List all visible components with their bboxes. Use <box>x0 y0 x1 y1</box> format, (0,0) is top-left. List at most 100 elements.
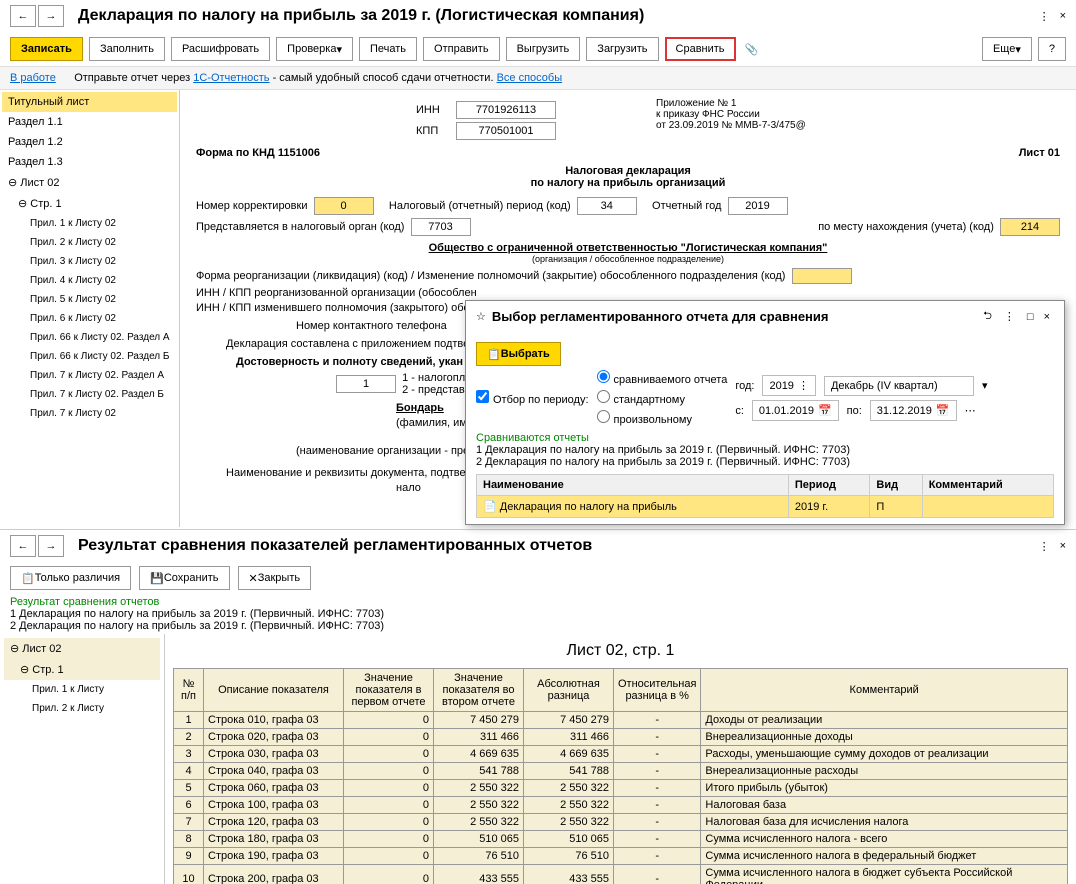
bottom-sidebar: ⊖ Лист 02 ⊖ Стр. 1 Прил. 1 к Листу Прил.… <box>0 634 165 884</box>
popup-select-button[interactable]: 📋 Выбрать <box>476 342 561 366</box>
result-row[interactable]: 10Строка 200, графа 030433 555433 555-Су… <box>174 865 1068 884</box>
year-label: Отчетный год <box>652 200 721 212</box>
inn-field[interactable]: 7701926113 <box>456 101 556 119</box>
rcol-3: Значение показателя во втором отчете <box>434 669 524 712</box>
year-field[interactable]: 2019 <box>728 197 788 215</box>
place-label: по месту нахождения (учета) (код) <box>818 221 994 233</box>
popup-row-0[interactable]: 📄 Декларация по налогу на прибыль 2019 г… <box>477 496 1054 518</box>
period-field[interactable]: 34 <box>577 197 637 215</box>
month-open-icon[interactable]: ▾ <box>982 379 988 392</box>
tree-pril-2[interactable]: Прил. 2 к Листу 02 <box>2 233 177 252</box>
b-tree-pril1[interactable]: Прил. 1 к Листу <box>4 680 160 699</box>
check-button[interactable]: Проверка ▾ <box>276 37 353 61</box>
result-row[interactable]: 4Строка 040, графа 030541 788541 788-Вне… <box>174 763 1068 780</box>
result-row[interactable]: 6Строка 100, графа 0302 550 3222 550 322… <box>174 797 1068 814</box>
result-row[interactable]: 7Строка 120, графа 0302 550 3222 550 322… <box>174 814 1068 831</box>
b-nav-fwd[interactable]: → <box>38 535 64 557</box>
star-icon[interactable]: ☆ <box>476 310 486 323</box>
link-icon[interactable]: ⮌ <box>983 307 992 326</box>
diff-button[interactable]: 📋 Только различия <box>10 566 131 590</box>
result-green: Результат сравнения отчетов <box>10 596 1066 608</box>
compare-button[interactable]: Сравнить <box>665 37 736 61</box>
b-tree-sheet02[interactable]: ⊖ Лист 02 <box>4 638 160 659</box>
more-button[interactable]: Еще ▾ <box>982 37 1032 61</box>
tree-title-sheet[interactable]: Титульный лист <box>2 92 177 112</box>
tree-pril-5[interactable]: Прил. 5 к Листу 02 <box>2 290 177 309</box>
1c-link[interactable]: 1С-Отчетность <box>193 72 269 84</box>
kpp-field[interactable]: 770501001 <box>456 122 556 140</box>
close-icon[interactable]: × <box>1060 10 1066 22</box>
org-sub: (организация / обособленное подразделени… <box>196 254 1060 264</box>
save-button[interactable]: Записать <box>10 37 83 61</box>
nav-back-button[interactable]: ← <box>10 5 36 27</box>
send-button[interactable]: Отправить <box>423 37 500 61</box>
box-1[interactable]: 1 <box>336 375 396 393</box>
tree-pril-6[interactable]: Прил. 6 к Листу 02 <box>2 309 177 328</box>
popup-col-name: Наименование <box>477 475 789 496</box>
b-tree-pril2[interactable]: Прил. 2 к Листу <box>4 699 160 718</box>
phone-label: Номер контактного телефона <box>296 320 447 332</box>
b-nav-back[interactable]: ← <box>10 535 36 557</box>
nav-fwd-button[interactable]: → <box>38 5 64 27</box>
result-row[interactable]: 5Строка 060, графа 0302 550 3222 550 322… <box>174 780 1068 797</box>
month-select[interactable]: Декабрь (IV квартал) <box>824 376 974 396</box>
popup-max-icon[interactable]: □ <box>1027 311 1034 323</box>
more-icon[interactable]: ⋮ <box>1039 10 1050 23</box>
tree-page-1[interactable]: ⊖ Стр. 1 <box>2 193 177 214</box>
tree-section-1-2[interactable]: Раздел 1.2 <box>2 132 177 152</box>
filter-checkbox[interactable]: Отбор по периоду: <box>476 390 589 406</box>
result-row[interactable]: 9Строка 190, графа 03076 51076 510-Сумма… <box>174 848 1068 865</box>
org-field[interactable]: 7703 <box>411 218 471 236</box>
tree-pril-7b[interactable]: Прил. 7 к Листу 02. Раздел Б <box>2 385 177 404</box>
tree-pril-1[interactable]: Прил. 1 к Листу 02 <box>2 214 177 233</box>
b-more-icon[interactable]: ⋮ <box>1039 540 1050 553</box>
import-button[interactable]: Загрузить <box>586 37 658 61</box>
popup-close-icon[interactable]: × <box>1044 311 1050 323</box>
org-label: Представляется в налоговый орган (код) <box>196 221 404 233</box>
place-field[interactable]: 214 <box>1000 218 1060 236</box>
print-button[interactable]: Печать <box>359 37 417 61</box>
all-methods-link[interactable]: Все способы <box>497 72 563 84</box>
result-row[interactable]: 2Строка 020, графа 030311 466311 466-Вне… <box>174 729 1068 746</box>
decode-button[interactable]: Расшифровать <box>171 37 270 61</box>
radio-custom[interactable]: произвольному <box>597 410 728 426</box>
rcol-6: Комментарий <box>701 669 1068 712</box>
b-close-icon[interactable]: × <box>1060 540 1066 552</box>
from-date[interactable]: 01.01.2019 📅 <box>752 400 839 421</box>
inn-label: ИНН <box>416 104 456 116</box>
save-result-button[interactable]: 💾 Сохранить <box>139 566 229 590</box>
b-tree-page1[interactable]: ⊖ Стр. 1 <box>4 659 160 680</box>
tree-pril-3[interactable]: Прил. 3 к Листу 02 <box>2 252 177 271</box>
tree-pril-7[interactable]: Прил. 7 к Листу 02 <box>2 404 177 423</box>
tree-pril-66a[interactable]: Прил. 66 к Листу 02. Раздел А <box>2 328 177 347</box>
status-link[interactable]: В работе <box>10 72 56 84</box>
tree-sheet-02[interactable]: ⊖ Лист 02 <box>2 172 177 193</box>
reorg-field[interactable] <box>792 268 852 284</box>
preset-icon[interactable]: ⋯ <box>965 404 976 417</box>
radio-standard[interactable]: стандартному <box>597 390 728 406</box>
result-row[interactable]: 1Строка 010, графа 0307 450 2797 450 279… <box>174 712 1068 729</box>
org-name-2: (наименование организации - предст <box>296 445 486 457</box>
cmp-line-1: 1 Декларация по налогу на прибыль за 201… <box>476 444 1054 456</box>
to-date[interactable]: 31.12.2019 📅 <box>870 400 957 421</box>
rcol-5: Относительная разница в % <box>614 669 701 712</box>
cmp-line-2: 2 Декларация по налогу на прибыль за 201… <box>476 456 1054 468</box>
attachment-icon[interactable]: 📎 <box>742 39 762 59</box>
export-button[interactable]: Выгрузить <box>506 37 581 61</box>
popup-col-period: Период <box>788 475 870 496</box>
help-button[interactable]: ? <box>1038 37 1066 61</box>
result-row[interactable]: 8Строка 180, графа 030510 065510 065-Сум… <box>174 831 1068 848</box>
radio-compared[interactable]: сравниваемого отчета <box>597 370 728 386</box>
corr-field[interactable]: 0 <box>314 197 374 215</box>
fill-button[interactable]: Заполнить <box>89 37 165 61</box>
popup-more-icon[interactable]: ⋮ <box>1004 310 1015 323</box>
result-row[interactable]: 3Строка 030, графа 0304 669 6354 669 635… <box>174 746 1068 763</box>
close-result-button[interactable]: ✕ Закрыть <box>238 566 312 590</box>
tree-section-1-1[interactable]: Раздел 1.1 <box>2 112 177 132</box>
tree-pril-7a[interactable]: Прил. 7 к Листу 02. Раздел А <box>2 366 177 385</box>
tree-section-1-3[interactable]: Раздел 1.3 <box>2 152 177 172</box>
year-input[interactable]: 2019 ⋮ <box>762 375 815 396</box>
tree-pril-4[interactable]: Прил. 4 к Листу 02 <box>2 271 177 290</box>
tree-pril-66b[interactable]: Прил. 66 к Листу 02. Раздел Б <box>2 347 177 366</box>
fio: (фамилия, имя <box>396 417 473 429</box>
